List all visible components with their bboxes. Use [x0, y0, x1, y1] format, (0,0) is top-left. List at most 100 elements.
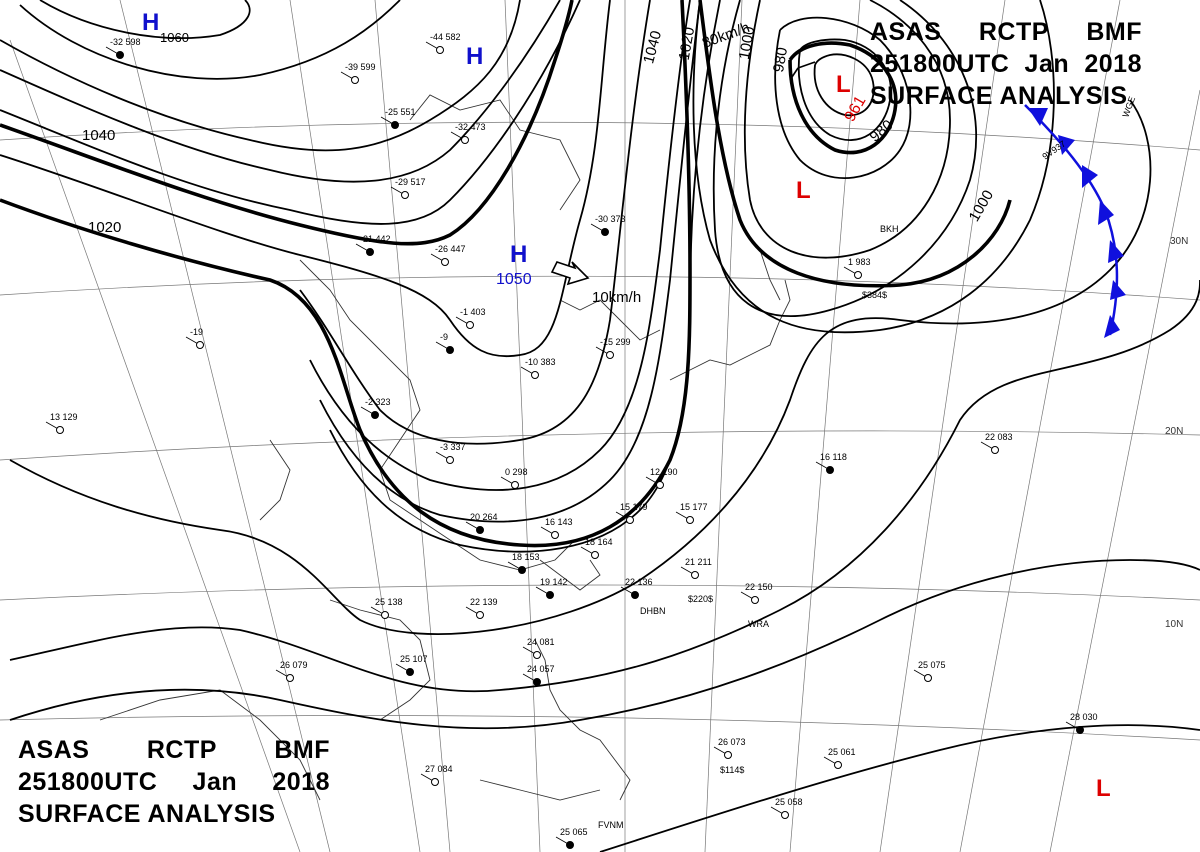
station-plot: 22 150 [740, 582, 773, 604]
station-value: 16 118 [820, 452, 847, 462]
station-circle-icon [656, 481, 664, 489]
title-agency: ASAS [870, 18, 942, 46]
station-plot: -10 383 [520, 357, 556, 379]
station-value: -15 299 [600, 337, 631, 347]
station-value: 20 264 [470, 512, 498, 522]
station-value: -3 337 [440, 442, 466, 452]
station-plot: -39 599 [340, 62, 376, 84]
station-plot: -15 299 [595, 337, 631, 359]
isobar-label: 1020 [676, 26, 699, 62]
title-year: 2018 [272, 768, 330, 796]
station-circle-icon [591, 551, 599, 559]
station-plot: 18 153 [507, 552, 540, 574]
station-plots: -32 598 -44 582 -39 599 -25 551 -32 473 -29 5… [45, 32, 1098, 849]
station-circle-icon [406, 668, 414, 676]
station-plot: -19 [185, 327, 204, 349]
station-circle-icon [511, 481, 519, 489]
station-circle-icon [533, 678, 541, 686]
station-code: DHBN [640, 606, 666, 616]
station-circle-icon [533, 651, 541, 659]
station-plot: 24 057 [522, 664, 555, 686]
station-circle-icon [446, 456, 454, 464]
station-plot: 24 081 [522, 637, 555, 659]
station-plot: 1 983 [843, 257, 871, 279]
station-value: -21 442 [360, 234, 391, 244]
chart-title-top: ASAS RCTP BMF 251800UTC Jan 2018 SURFACE… [870, 16, 1142, 112]
station-circle-icon [391, 121, 399, 129]
station-value: -32 598 [110, 37, 141, 47]
station-circle-icon [1076, 726, 1084, 734]
station-value: -44 582 [430, 32, 461, 42]
station-value: -2 323 [365, 397, 391, 407]
isobar-label: 1000 [736, 25, 759, 61]
low-pressure-center: L [1096, 775, 1111, 802]
station-value: 13 129 [50, 412, 78, 422]
station-value: 18 164 [585, 537, 613, 547]
station-circle-icon [601, 228, 609, 236]
title-source: BMF [274, 736, 330, 764]
station-value: 12 190 [650, 467, 678, 477]
station-value: 27 084 [425, 764, 453, 774]
latitude-labels: 30N 20N 10N [1165, 236, 1188, 630]
latitude-label: 10N [1165, 619, 1183, 630]
title-product: SURFACE ANALYSIS [18, 800, 276, 828]
station-plot: -32 598 [105, 37, 141, 59]
station-plot: 25 061 [823, 747, 856, 769]
station-circle-icon [691, 571, 699, 579]
motion-arrow-high [550, 261, 590, 286]
station-value: 25 138 [375, 597, 403, 607]
station-circle-icon [431, 778, 439, 786]
station-plot: 18 164 [580, 537, 613, 559]
station-circle-icon [196, 341, 204, 349]
station-plot: 26 073 [713, 737, 746, 759]
title-region: RCTP [978, 18, 1049, 46]
station-plot: -2 323 [360, 397, 391, 419]
station-plot: 0 298 [500, 467, 528, 489]
title-time: 251800UTC [870, 50, 1010, 78]
station-plot: 15 179 [615, 502, 648, 524]
station-circle-icon [56, 426, 64, 434]
station-plot: 16 143 [540, 517, 573, 539]
station-code: WRA [748, 619, 769, 629]
latitude-label: 30N [1170, 236, 1188, 247]
title-month: Jan [1024, 50, 1070, 78]
high-pressure-center: H [466, 43, 483, 70]
station-circle-icon [751, 596, 759, 604]
station-value: 15 177 [680, 502, 708, 512]
station-value: -25 551 [385, 107, 416, 117]
station-circle-icon [826, 466, 834, 474]
station-plot: -21 442 [355, 234, 391, 256]
station-plot: -25 551 [380, 107, 416, 129]
isobars-bold [0, 0, 1012, 548]
station-circle-icon [686, 516, 694, 524]
title-region: RCTP [146, 736, 217, 764]
station-value: -29 517 [395, 177, 426, 187]
station-value: 21 211 [685, 557, 712, 567]
station-circle-icon [631, 591, 639, 599]
title-agency: ASAS [18, 736, 90, 764]
station-value: 26 079 [280, 660, 308, 670]
station-circle-icon [371, 411, 379, 419]
station-circle-icon [461, 136, 469, 144]
station-plot: 20 264 [465, 512, 498, 534]
station-plot: 13 129 [45, 412, 78, 434]
station-plot: 15 177 [675, 502, 708, 524]
station-circle-icon [626, 516, 634, 524]
high-pressure-center: H [142, 9, 159, 36]
station-circle-icon [466, 321, 474, 329]
low-pressure-center: L [796, 177, 811, 204]
station-plot: -29 517 [390, 177, 426, 199]
station-code: $114$ [720, 765, 744, 775]
station-circle-icon [834, 761, 842, 769]
station-value: -19 [190, 327, 203, 337]
station-circle-icon [401, 191, 409, 199]
cold-front [1024, 104, 1126, 338]
cold-front-barbs [1028, 108, 1126, 338]
station-plot: 22 139 [465, 597, 498, 619]
station-value: 22 150 [745, 582, 773, 592]
station-circle-icon [286, 674, 294, 682]
motion-arrows [550, 61, 816, 286]
station-circle-icon [381, 611, 389, 619]
station-value: -9 [440, 332, 448, 342]
station-plot: 25 065 [555, 827, 588, 849]
